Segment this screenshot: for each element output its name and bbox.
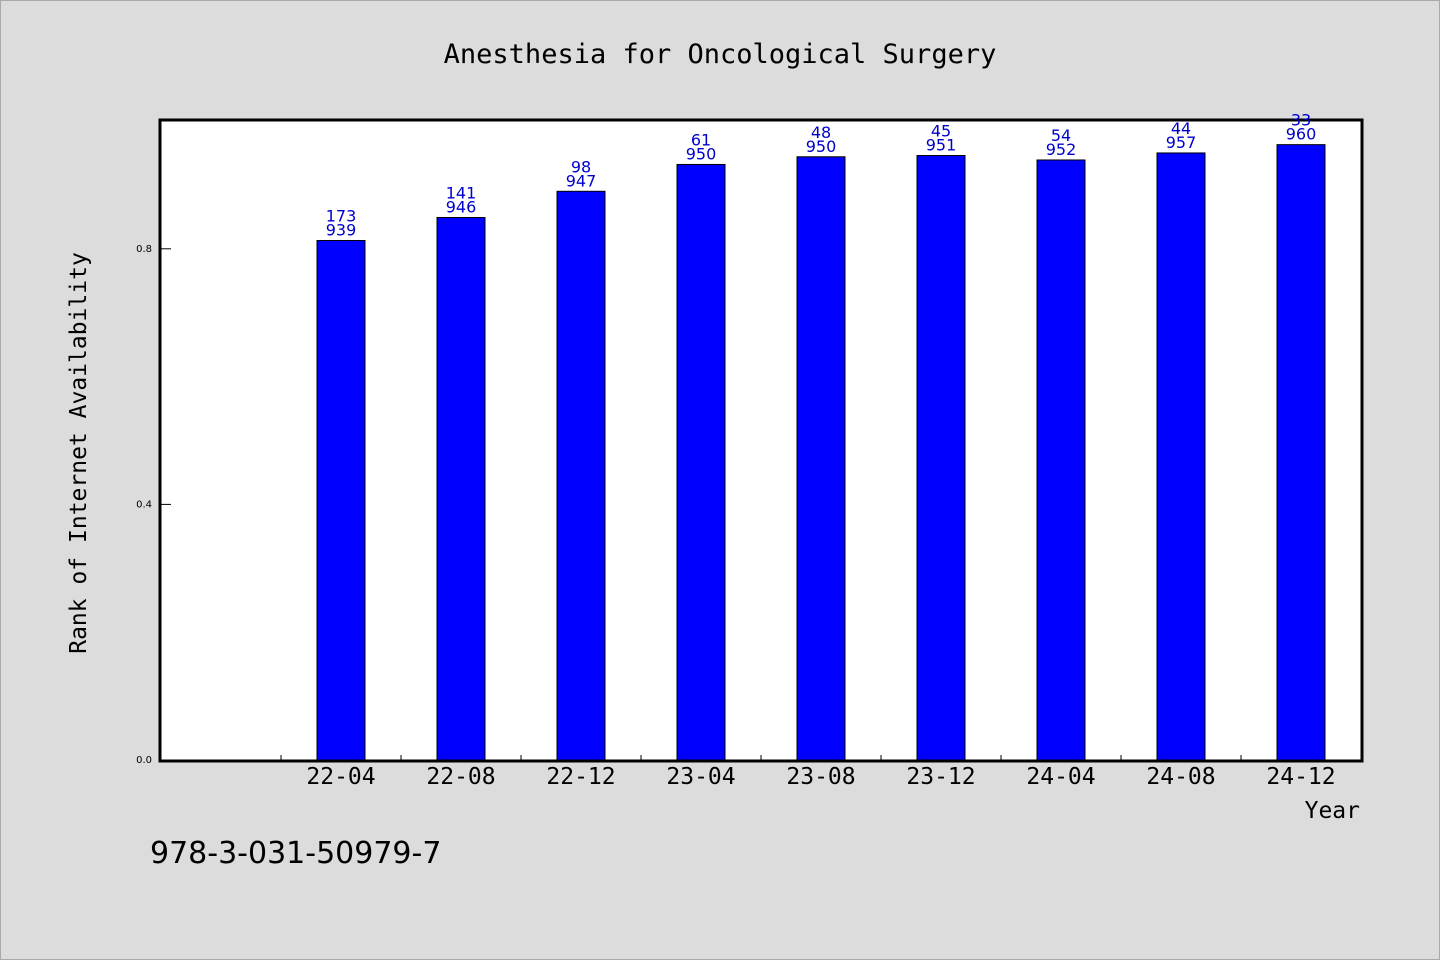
bar-label-bottom: 946 xyxy=(446,197,477,216)
bar-label-top: 141 xyxy=(446,183,477,202)
bar-label-top: 61 xyxy=(691,130,711,149)
x-tick-label: 23-08 xyxy=(786,764,855,790)
x-tick-label: 22-04 xyxy=(306,764,375,790)
bar-label-top: 48 xyxy=(811,123,831,142)
x-tick-label: 23-04 xyxy=(666,764,735,790)
bar xyxy=(916,155,966,761)
bar-label-bottom: 950 xyxy=(686,144,717,163)
bar-label-bottom: 947 xyxy=(566,171,597,190)
bar-label-bottom: 957 xyxy=(1166,133,1197,152)
bar xyxy=(1276,144,1326,761)
bars-layer xyxy=(316,144,1326,761)
y-tick-label: 0.8 xyxy=(136,244,152,255)
bar-label-top: 44 xyxy=(1171,119,1191,138)
bar-label-top: 98 xyxy=(571,157,591,176)
bar-label-bottom: 939 xyxy=(326,220,357,239)
x-tick-label: 24-04 xyxy=(1026,764,1095,790)
chart-title: Anesthesia for Oncological Surgery xyxy=(444,39,997,70)
isbn-label: 978-3-031-50979-7 xyxy=(150,836,441,871)
bar xyxy=(316,239,366,761)
bar-label-top: 45 xyxy=(931,122,951,141)
bar-label-top: 173 xyxy=(326,206,357,225)
bar-labels-layer: 1739391419469894761950489504595154952449… xyxy=(326,111,1317,240)
x-axis-title: Year xyxy=(1305,798,1360,824)
bar xyxy=(1036,159,1086,761)
bar-label-top: 54 xyxy=(1051,126,1071,145)
x-tick-label: 22-12 xyxy=(546,764,615,790)
bar xyxy=(436,216,486,761)
bar-label-bottom: 951 xyxy=(926,136,957,155)
bar-label-bottom: 950 xyxy=(806,137,837,156)
x-tick-label: 24-08 xyxy=(1146,764,1215,790)
y-tick-label: 0.0 xyxy=(136,755,152,766)
bar xyxy=(796,156,846,761)
x-tick-label: 23-12 xyxy=(906,764,975,790)
x-axis: 22-04 22-08 22-12 23-04 23-08 23-12 24-04 24-08… xyxy=(280,755,1336,790)
bar-label-bottom: 960 xyxy=(1286,125,1317,144)
bar xyxy=(1156,152,1206,761)
y-axis-title: Rank of Internet Availability xyxy=(66,252,92,654)
x-tick-label: 24-12 xyxy=(1266,764,1335,790)
bar-label-bottom: 952 xyxy=(1046,140,1077,159)
y-axis: 0.0 0.4 0.8 xyxy=(136,244,171,766)
bar-label-top: 33 xyxy=(1291,111,1311,130)
y-tick-label: 0.4 xyxy=(136,499,152,510)
x-tick-label: 22-08 xyxy=(426,764,495,790)
bar xyxy=(676,163,726,761)
bar xyxy=(556,190,606,761)
